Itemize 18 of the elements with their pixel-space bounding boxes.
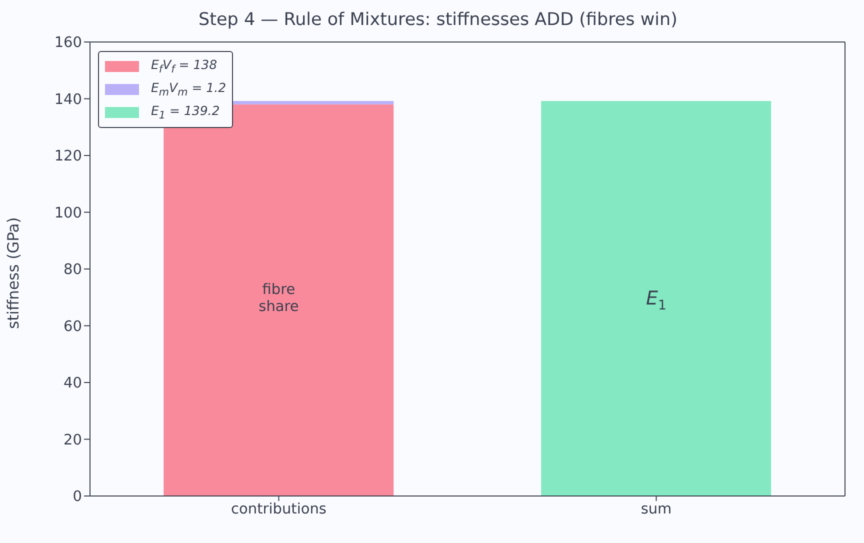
y-tick-label: 160 bbox=[54, 35, 82, 52]
x-tick-label: sum bbox=[640, 501, 672, 518]
x-tick-label: contributions bbox=[231, 501, 326, 518]
y-tick-label: 80 bbox=[64, 262, 82, 278]
y-tick-label: 0 bbox=[72, 489, 82, 506]
y-tick-label: 100 bbox=[54, 205, 82, 222]
legend-label: E$_{m}$V$_{m}$ = 1.2 bbox=[151, 80, 226, 99]
annotation: E$_{1}$ bbox=[646, 288, 666, 314]
chart-title: Step 4 — Rule of Mixtures: stiffnesses ADD (fibres win) bbox=[198, 10, 678, 30]
legend-label: E$_{1}$ = 139.2 bbox=[151, 103, 220, 122]
y-tick-label: 40 bbox=[64, 376, 82, 392]
legend-label: E$_{f}$V$_{f}$ = 138 bbox=[151, 57, 218, 76]
y-axis-title: stiffness (GPa) bbox=[4, 217, 23, 329]
y-tick-label: 120 bbox=[54, 148, 82, 165]
y-tick-label: 140 bbox=[54, 92, 82, 108]
y-tick-label: 20 bbox=[64, 432, 82, 448]
annotation: fibre share bbox=[258, 282, 299, 316]
y-tick-label: 60 bbox=[64, 318, 82, 335]
